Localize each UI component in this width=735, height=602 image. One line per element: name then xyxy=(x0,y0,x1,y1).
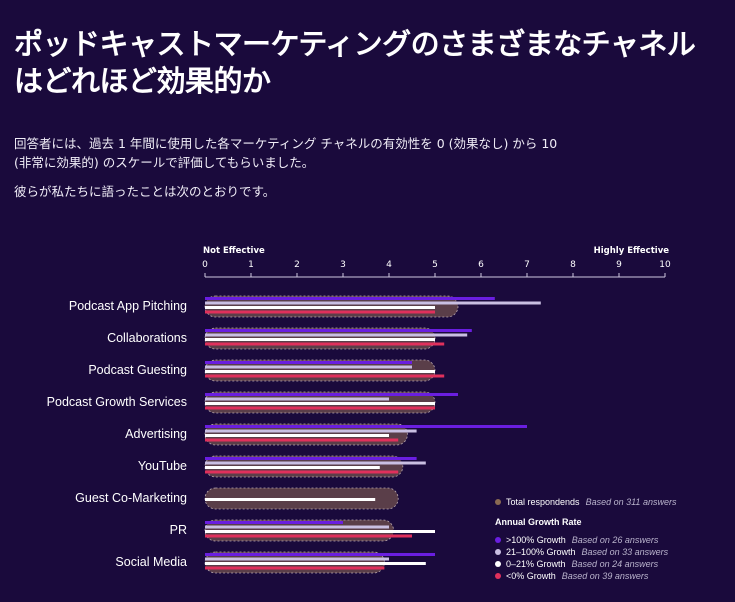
bar-growth-100-plus-podcast-guesting xyxy=(205,361,412,364)
bar-growth-21-100-podcast-guesting xyxy=(205,365,412,369)
tick-label-6: 6 xyxy=(478,260,484,270)
legend-label-21-100: 21–100% Growth xyxy=(506,547,576,557)
legend-label-total: Total respondends xyxy=(506,497,580,507)
tick-label-9: 9 xyxy=(616,260,622,270)
bar-growth-0-21-guest-co-marketing xyxy=(205,498,376,501)
description-line-2: (非常に効果的) のスケールで評価してもらいました。 xyxy=(14,155,315,170)
tick-label-1: 1 xyxy=(248,260,254,270)
legend-note-0-21: Based on 24 answers xyxy=(571,559,659,569)
tick-label-2: 2 xyxy=(294,260,300,270)
legend-item-100-plus: >100% Growth Based on 26 answers xyxy=(495,534,730,546)
bar-growth-0-21-advertising xyxy=(205,434,389,437)
bar-growth-21-100-youtube xyxy=(205,461,426,465)
bar-growth-negative-collaborations xyxy=(205,342,445,346)
legend-item-total: Total respondends Based on 311 answers xyxy=(495,496,730,508)
bar-growth-0-21-podcast-growth-services xyxy=(205,402,435,405)
legend-swatch-21-100 xyxy=(495,549,501,555)
legend-note-100-plus: Based on 26 answers xyxy=(571,535,659,545)
category-label-advertising: Advertising xyxy=(125,427,187,441)
axis-label-high: Highly Effective xyxy=(594,246,670,256)
legend-note-21-100: Based on 33 answers xyxy=(581,547,669,557)
tick-label-10: 10 xyxy=(659,260,671,270)
bar-growth-negative-youtube xyxy=(205,470,399,474)
bar-growth-0-21-social-media xyxy=(205,562,426,565)
bar-growth-100-plus-podcast-growth-services xyxy=(205,393,458,396)
bar-growth-100-plus-pr xyxy=(205,521,343,524)
bar-growth-negative-social-media xyxy=(205,566,385,570)
bar-growth-negative-podcast-app-pitching xyxy=(205,310,435,314)
legend-item-0-21: 0–21% Growth Based on 24 answers xyxy=(495,558,730,570)
legend-item-negative: <0% Growth Based on 39 answers xyxy=(495,570,730,582)
tick-label-7: 7 xyxy=(524,260,530,270)
tick-label-8: 8 xyxy=(570,260,576,270)
legend-label-100-plus: >100% Growth xyxy=(506,535,566,545)
category-label-podcast-growth-services: Podcast Growth Services xyxy=(47,395,187,409)
bar-growth-21-100-social-media xyxy=(205,557,389,561)
bar-growth-negative-pr xyxy=(205,534,412,538)
category-label-youtube: YouTube xyxy=(138,459,187,473)
legend-header: Annual Growth Rate xyxy=(495,517,582,527)
bar-growth-0-21-collaborations xyxy=(205,338,435,341)
title-line-2: はどれほど効果的か xyxy=(14,64,271,98)
category-label-podcast-guesting: Podcast Guesting xyxy=(88,363,187,377)
legend-note-negative: Based on 39 answers xyxy=(561,571,649,581)
category-label-pr: PR xyxy=(170,523,187,537)
category-label-guest-co-marketing: Guest Co-Marketing xyxy=(75,491,187,505)
bar-growth-negative-podcast-guesting xyxy=(205,374,445,378)
title-line-1: ポッドキャストマーケティングのさまざまなチャネル xyxy=(14,27,696,61)
bar-growth-21-100-advertising xyxy=(205,429,417,433)
chart-description: 回答者には、過去 1 年間に使用した各マーケティング チャネルの有効性を 0 (… xyxy=(14,134,714,201)
category-label-podcast-app-pitching: Podcast App Pitching xyxy=(69,299,187,313)
tick-label-5: 5 xyxy=(432,260,438,270)
legend-note-total: Based on 311 answers xyxy=(585,497,677,507)
legend-item-21-100: 21–100% Growth Based on 33 answers xyxy=(495,546,730,558)
tick-label-4: 4 xyxy=(386,260,392,270)
bar-growth-100-plus-advertising xyxy=(205,425,527,428)
tick-label-3: 3 xyxy=(340,260,346,270)
category-label-social-media: Social Media xyxy=(115,555,187,569)
legend: Total respondends Based on 311 answers An… xyxy=(495,496,730,582)
bar-growth-0-21-youtube xyxy=(205,466,380,469)
bar-growth-negative-advertising xyxy=(205,438,399,442)
legend-swatch-negative xyxy=(495,573,501,579)
chart-title: ポッドキャストマーケティングのさまざまなチャネル はどれほど効果的か xyxy=(14,26,724,100)
bar-growth-0-21-podcast-app-pitching xyxy=(205,306,435,309)
bar-growth-21-100-pr xyxy=(205,525,389,529)
bar-growth-100-plus-podcast-app-pitching xyxy=(205,297,495,300)
description-line-1: 回答者には、過去 1 年間に使用した各マーケティング チャネルの有効性を 0 (… xyxy=(14,136,558,151)
bar-growth-negative-podcast-growth-services xyxy=(205,406,435,410)
description-line-3: 彼らが私たちに語ったことは次のとおりです。 xyxy=(14,184,276,199)
bar-growth-100-plus-social-media xyxy=(205,553,435,556)
legend-label-0-21: 0–21% Growth xyxy=(506,559,566,569)
category-label-collaborations: Collaborations xyxy=(107,331,187,345)
tick-label-0: 0 xyxy=(202,260,208,270)
legend-label-negative: <0% Growth xyxy=(506,571,556,581)
legend-swatch-0-21 xyxy=(495,561,501,567)
bar-growth-100-plus-collaborations xyxy=(205,329,472,332)
legend-swatch-100-plus xyxy=(495,537,501,543)
bar-growth-100-plus-youtube xyxy=(205,457,417,460)
bar-growth-21-100-podcast-growth-services xyxy=(205,397,389,401)
bar-growth-21-100-podcast-app-pitching xyxy=(205,301,541,305)
axis-label-low: Not Effective xyxy=(203,246,265,256)
bar-growth-0-21-pr xyxy=(205,530,435,533)
legend-swatch-total xyxy=(495,499,501,505)
bar-growth-0-21-podcast-guesting xyxy=(205,370,435,373)
bar-growth-21-100-collaborations xyxy=(205,333,468,337)
